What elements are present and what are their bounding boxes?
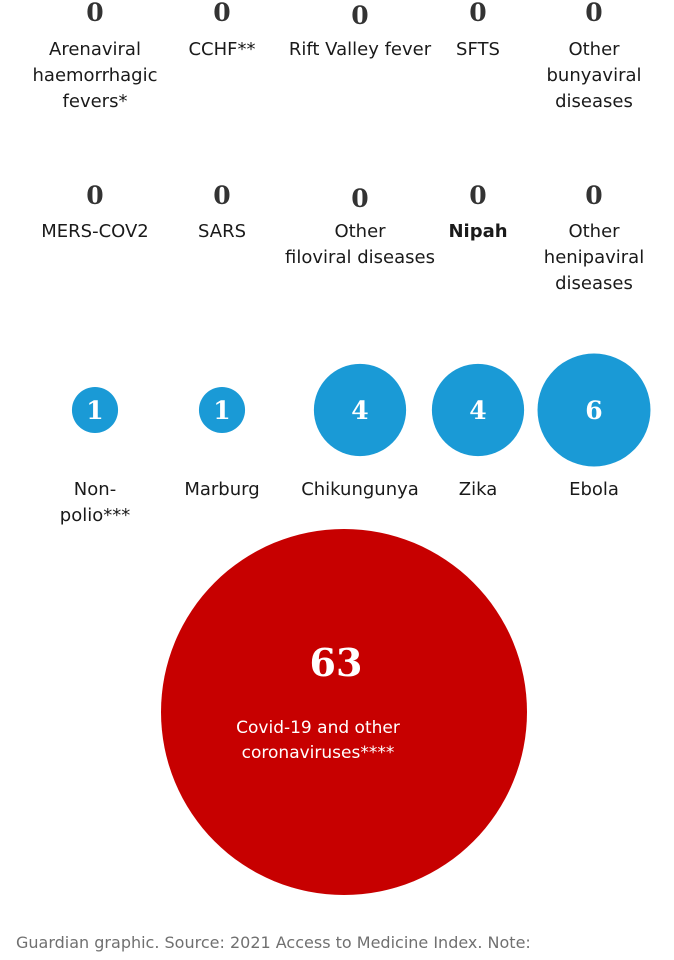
bubble-ebola <box>537 353 651 467</box>
label-covid-19-line-1: Covid-19 and other <box>236 718 400 738</box>
value-covid-19: 63 <box>310 640 363 685</box>
bubble-chikungunya <box>313 363 407 457</box>
bubble-marburg <box>198 386 246 434</box>
value-sars: 0 <box>213 181 231 210</box>
value-other-bunyaviral-diseases: 0 <box>585 0 603 27</box>
value-other-filoviral-diseases: 0 <box>351 184 369 213</box>
bubble-zika <box>431 363 525 457</box>
label-covid-19-line-2: coronaviruses**** <box>242 743 395 763</box>
source-note: Guardian graphic. Source: 2021 Access to… <box>16 933 531 952</box>
value-non-polio: 1 <box>86 396 103 425</box>
label-rift-valley-fever: Rift Valley fever <box>288 39 432 60</box>
label-sars: SARS <box>197 221 247 242</box>
label-nipah: Nipah <box>448 221 508 242</box>
value-marburg: 1 <box>213 396 230 425</box>
value-sfts: 0 <box>469 0 487 27</box>
label-arenaviral-haemorrhagic-fevers: Arenaviral haemorrhagic fevers* <box>32 39 158 112</box>
label-cchf: CCHF** <box>188 39 256 60</box>
bubble-covid-19 <box>161 529 527 895</box>
label-chikungunya: Chikungunya <box>301 479 419 500</box>
value-zika: 4 <box>469 396 486 425</box>
value-mers-cov2: 0 <box>86 181 104 210</box>
value-chikungunya: 4 <box>351 396 368 425</box>
value-rift-valley-fever: 0 <box>351 1 369 30</box>
label-other-henipaviral-diseases: Other henipaviral diseases <box>543 221 645 294</box>
bubble-non-polio <box>71 386 119 434</box>
label-marburg: Marburg <box>184 479 260 500</box>
value-ebola: 6 <box>585 396 602 425</box>
value-cchf: 0 <box>213 0 231 27</box>
label-non-polio: Non- polio*** <box>59 479 131 526</box>
value-arenaviral-haemorrhagic-fevers: 0 <box>86 0 104 27</box>
label-mers-cov2: MERS-COV2 <box>41 221 149 242</box>
value-other-henipaviral-diseases: 0 <box>585 181 603 210</box>
label-zika: Zika <box>458 479 498 500</box>
label-sfts: SFTS <box>456 39 500 60</box>
label-ebola: Ebola <box>569 479 619 500</box>
value-nipah: 0 <box>469 181 487 210</box>
label-other-filoviral-diseases: Other filoviral diseases <box>285 221 435 268</box>
label-other-bunyaviral-diseases: Other bunyaviral diseases <box>546 39 642 112</box>
